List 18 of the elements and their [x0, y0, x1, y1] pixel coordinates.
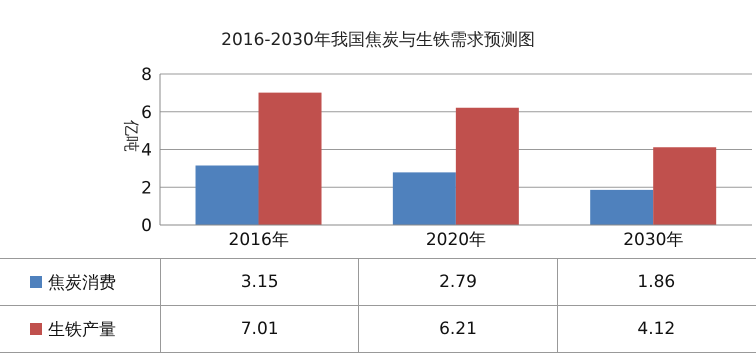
y-tick-label: 4 [141, 140, 152, 161]
data-label: 3.15 [160, 259, 358, 305]
legend-label: 生铁产量 [48, 318, 116, 340]
y-tick-label: 0 [141, 216, 152, 236]
chart-title: 2016-2030年我国焦炭与生铁需求预测图 [220, 29, 536, 51]
data-label: 1.86 [556, 259, 755, 305]
data-label: 4.12 [556, 306, 755, 352]
data-label: 7.01 [160, 306, 358, 352]
y-axis-title: 亿吨 [121, 120, 141, 152]
x-tick-label: 2016年 [228, 230, 289, 250]
x-tick-label: 2020年 [426, 230, 486, 250]
data-label: 2.79 [358, 259, 557, 305]
y-tick-label: 2 [141, 178, 152, 198]
x-tick-label: 2030年 [623, 230, 684, 250]
y-tick-label: 8 [141, 65, 152, 86]
legend-label: 焦炭消费 [48, 272, 116, 294]
y-tick-label: 6 [141, 102, 152, 123]
data-label: 6.21 [358, 306, 557, 352]
